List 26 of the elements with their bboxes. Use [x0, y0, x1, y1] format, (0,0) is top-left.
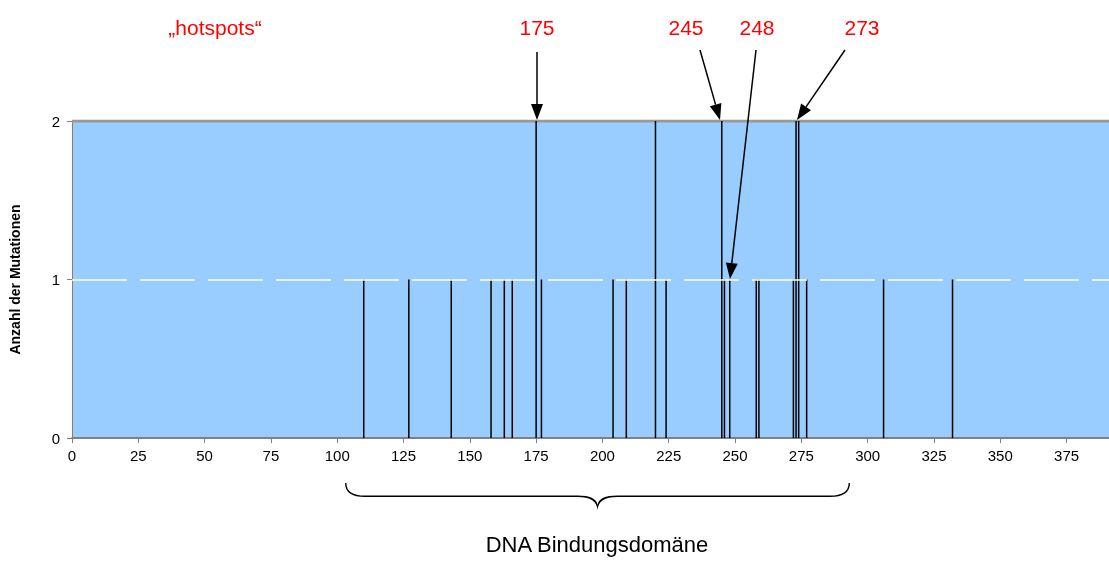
text: DNA Bindungsdomäne — [485, 532, 709, 557]
y-tick-label: 1 — [51, 271, 60, 288]
x-tick-label: 375 — [1054, 447, 1080, 464]
x-tick-label: 200 — [589, 447, 615, 464]
x-tick-label: 300 — [855, 447, 881, 464]
x-tick-label: 250 — [722, 447, 748, 464]
text: „hotspots“ — [168, 16, 262, 39]
x-tick-label: 100 — [324, 447, 350, 464]
x-tick-label: 75 — [262, 447, 280, 464]
y-axis-title: Anzahl der Mutationen — [7, 204, 23, 355]
x-tick-label: 350 — [987, 447, 1013, 464]
x-tick-label: 50 — [196, 447, 213, 464]
y-tick-label: 0 — [51, 429, 60, 447]
text: 245 — [668, 16, 704, 39]
x-tick-label: 325 — [921, 447, 947, 464]
x-tick-label: 175 — [523, 447, 549, 464]
x-tick-label: 150 — [457, 447, 483, 464]
x-tick-label: 0 — [67, 447, 77, 464]
y-tick-label: 2 — [51, 112, 60, 130]
x-tick-label: 25 — [129, 447, 147, 464]
text: 175 — [519, 16, 555, 39]
text: 248 — [739, 16, 775, 39]
x-tick-label: 125 — [391, 447, 417, 464]
x-tick-label: 275 — [788, 447, 814, 464]
x-tick-label: 225 — [656, 447, 682, 464]
text: 273 — [844, 16, 880, 39]
